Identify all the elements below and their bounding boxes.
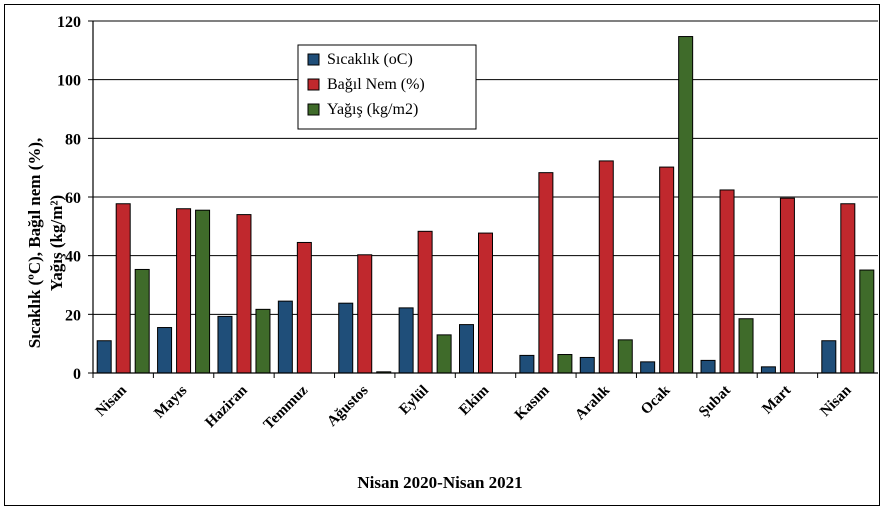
bar [617,339,633,374]
x-tick-label: Temmuz [261,382,312,433]
bar [236,214,252,374]
bar [277,300,293,374]
x-tick-label: Ocak [638,382,674,418]
bar [417,230,433,374]
y-tick-label: 80 [65,131,81,148]
legend-label: Yağış (kg/m2) [327,101,418,118]
bar [195,209,211,374]
bar [134,268,150,374]
y-tick-label: 120 [57,14,81,31]
x-tick-label: Ağustos [324,382,371,429]
bar [678,36,694,374]
bar [519,354,535,374]
bar [296,241,312,374]
y-tick-label: 60 [65,190,81,207]
bar [538,172,554,374]
x-tick-labels: Nisan Mayıs Haziran Temmuz Ağustos Eylül Ekim K… [93,382,855,433]
y-tick-labels: 0 20 40 60 80 100 120 [57,14,93,383]
y-tick-label: 40 [65,249,81,266]
bar [779,197,795,374]
legend: Sıcaklık (oC) Bağıl Nem (%) Yağış (kg/m2) [297,44,477,130]
bar [96,340,112,374]
bar [478,232,493,374]
bar [557,354,573,374]
x-tick-label: Kasım [512,382,553,423]
y-axis-title-line2: Yağış (kg/m²) [47,195,66,291]
x-tick-label: Nisan [93,382,131,420]
x-tick-label: Mart [759,383,794,418]
bar [719,189,735,374]
bar [357,254,373,374]
legend-label: Sıcaklık (oC) [327,51,413,68]
bar [217,315,233,374]
legend-swatch [307,78,320,91]
bar [760,366,776,374]
x-tick-label: Aralık [572,382,613,423]
grid-layer [93,20,878,315]
legend-box [297,44,477,130]
y-tick-label: 0 [73,366,81,383]
bar [255,308,271,374]
legend-label: Bağıl Nem (%) [327,76,425,93]
bar [640,361,656,374]
bar [859,269,875,374]
y-tick-label: 20 [65,307,81,324]
legend-swatch [307,103,320,116]
bar [436,334,452,374]
bar [579,356,595,374]
bar [821,340,837,374]
y-axis-title-line1: Sıcaklık (ºC), Bağıl nem (%), [25,138,44,349]
x-tick-label: Haziran [202,382,251,431]
bar [840,203,856,374]
bar [157,327,173,374]
bars-layer [96,36,875,374]
x-axis-title: Nisan 2020-Nisan 2021 [357,473,522,492]
legend-swatch [307,53,320,66]
bar [338,302,354,374]
x-tick-label: Ekim [456,382,492,418]
bar [398,307,414,374]
bar [115,203,131,374]
bar [176,208,192,374]
bar [459,324,474,374]
bar [700,359,716,374]
x-tick-label: Eylül [396,383,431,418]
x-tick-label: Şubat [696,383,734,421]
bar [598,160,614,374]
bar [738,318,754,374]
x-tick-label: Nisan [817,382,855,420]
y-axis-title: Sıcaklık (ºC), Bağıl nem (%), Yağış (kg/… [25,138,66,349]
bar [659,166,675,374]
x-tick-label: Mayıs [151,382,190,421]
y-tick-label: 100 [57,73,81,90]
